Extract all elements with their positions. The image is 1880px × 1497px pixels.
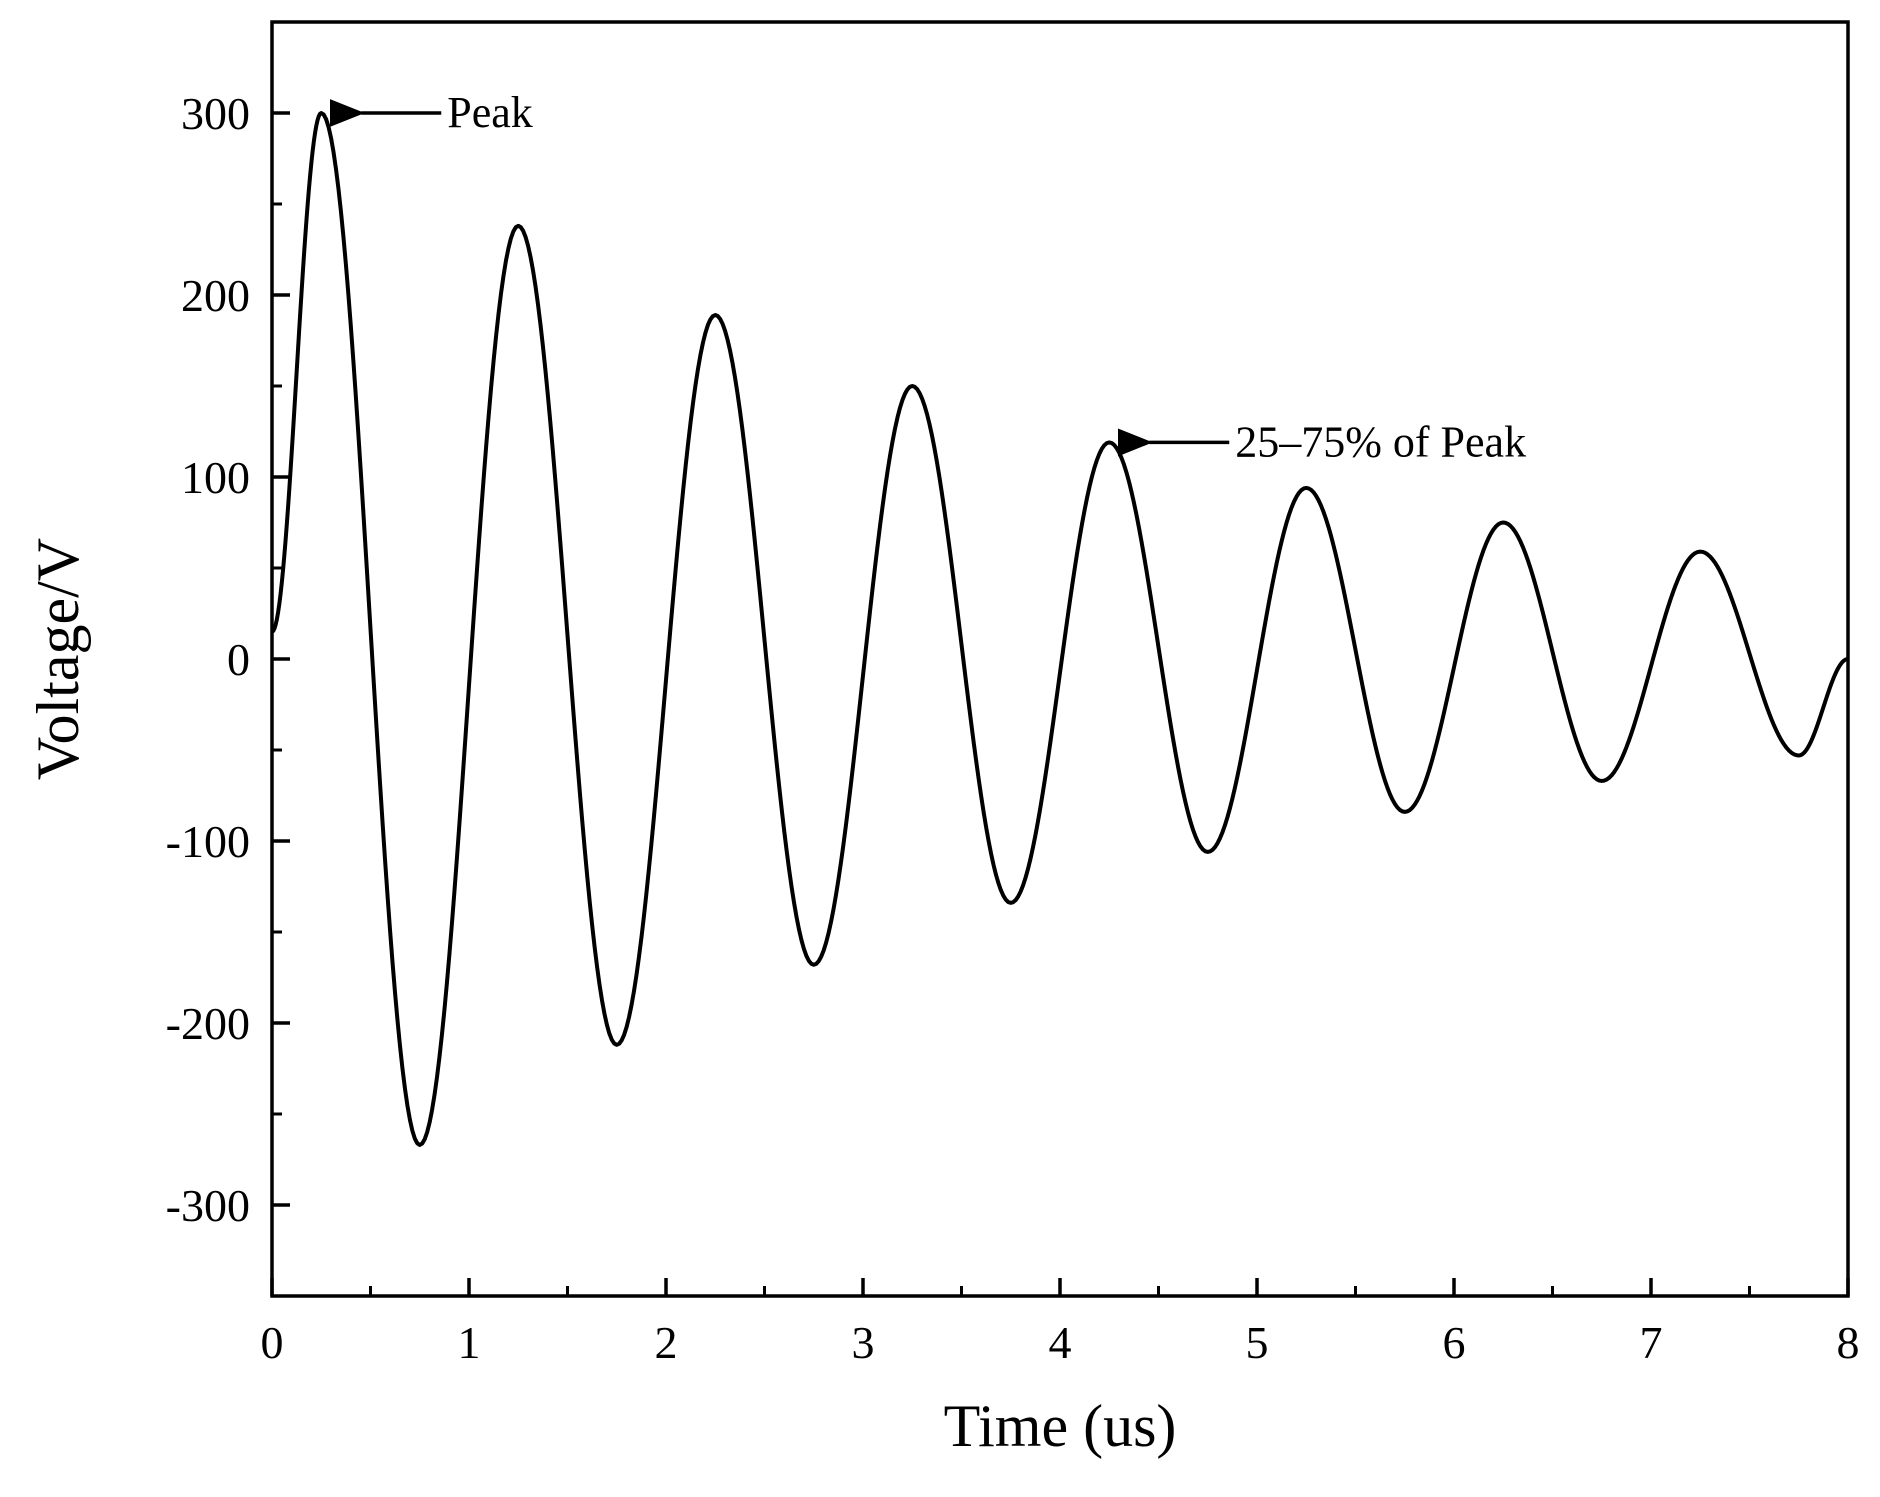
annotation-label: Peak — [447, 88, 533, 137]
x-tick-label: 6 — [1443, 1317, 1466, 1368]
x-axis-title: Time (us) — [944, 1393, 1177, 1459]
y-tick-label: -100 — [166, 816, 250, 867]
annotation-label: 25–75% of Peak — [1235, 417, 1526, 466]
plot-frame — [270, 20, 1850, 1298]
tick-labels: 0 1 2 3 4 5 6 7 8 -300 -200 -100 0 100 200 300 — [166, 88, 1860, 1368]
x-tick-label: 4 — [1049, 1317, 1072, 1368]
y-axis-title: Voltage/V — [25, 538, 91, 780]
y-tick-label: 0 — [227, 634, 250, 685]
x-tick-label: 5 — [1246, 1317, 1269, 1368]
annotations: Peak 25–75% of Peak — [329, 88, 1526, 466]
y-tick-label: 100 — [181, 452, 250, 503]
y-tick-label: 300 — [181, 88, 250, 139]
y-tick-label: 200 — [181, 270, 250, 321]
x-tick-label: 8 — [1837, 1317, 1860, 1368]
x-tick-label: 1 — [458, 1317, 481, 1368]
x-tick-label: 0 — [261, 1317, 284, 1368]
y-tick-label: -200 — [166, 998, 250, 1049]
series-layer — [270, 111, 1849, 1147]
x-tick-label: 2 — [655, 1317, 678, 1368]
y-tick-label: -300 — [166, 1180, 250, 1231]
series-line — [270, 111, 1849, 1147]
x-tick-label: 3 — [852, 1317, 875, 1368]
x-tick-label: 7 — [1640, 1317, 1663, 1368]
